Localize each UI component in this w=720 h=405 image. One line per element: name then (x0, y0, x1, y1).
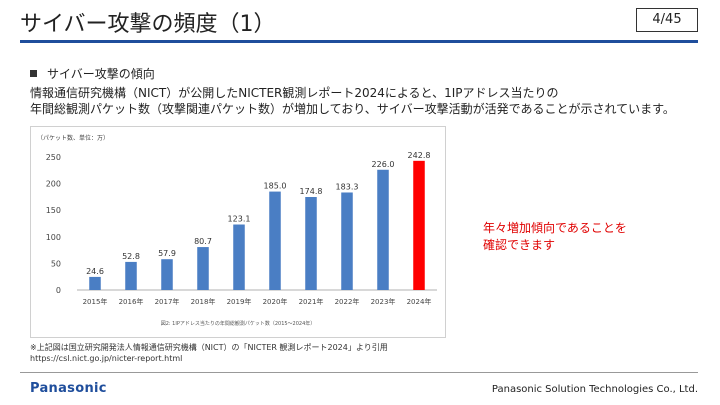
callout-line-1: 年々増加傾向であることを (483, 221, 627, 235)
slide-title: サイバー攻撃の頻度（1） (20, 12, 276, 37)
y-axis: 0 50 100 150 200 250 (46, 153, 61, 295)
x-tick-label: 2017年 (155, 297, 180, 306)
section-heading: サイバー攻撃の傾向 (30, 65, 155, 82)
callout-line-2: 確認できます (483, 238, 556, 252)
bar-value-label: 52.8 (122, 252, 140, 261)
x-tick-label: 2022年 (335, 297, 360, 306)
bar-value-label: 174.8 (300, 187, 323, 196)
bar (233, 224, 245, 290)
x-tick-label: 2024年 (407, 297, 432, 306)
bar (161, 259, 173, 290)
bar-value-label: 242.8 (408, 151, 431, 160)
source-line-1: ※上記図は国立研究開発法人情報通信研究機構（NICT）の「NICTER 観測レポ… (30, 343, 388, 352)
x-tick-label: 2015年 (83, 297, 108, 306)
chart-caption: 図2: 1IPアドレス当たりの年間総観測パケット数（2015〜2024年） (161, 320, 316, 327)
bar-value-label: 80.7 (194, 237, 212, 246)
bars: 24.6 2015年 52.8 2016年 57.9 2017年 80.7 2018年 123.… (83, 151, 432, 306)
bar-value-label: 183.3 (336, 182, 359, 191)
y-tick-label: 200 (46, 180, 61, 189)
bar-value-label: 226.0 (372, 160, 395, 169)
bar (197, 247, 209, 290)
company-name: Panasonic Solution Technologies Co., Ltd… (491, 384, 698, 395)
title-divider (20, 40, 698, 43)
section-heading-text: サイバー攻撃の傾向 (47, 67, 155, 81)
bar (305, 197, 317, 290)
y-tick-label: 100 (46, 233, 61, 242)
bar (269, 191, 281, 290)
x-tick-label: 2016年 (119, 297, 144, 306)
panasonic-logo: Panasonic (30, 381, 107, 396)
source-note: ※上記図は国立研究開発法人情報通信研究機構（NICT）の「NICTER 観測レポ… (30, 342, 388, 364)
bullet-square-icon (30, 70, 37, 77)
bar (341, 192, 353, 290)
bar-value-label: 24.6 (86, 267, 104, 276)
bar-highlight (413, 160, 425, 290)
x-tick-label: 2019年 (227, 297, 252, 306)
bar-value-label: 185.0 (264, 182, 287, 191)
bar-value-label: 123.1 (228, 215, 251, 224)
callout-text: 年々増加傾向であることを 確認できます (483, 220, 627, 254)
chart-unit-label: （パケット数、単位：万） (37, 134, 109, 142)
x-tick-label: 2023年 (371, 297, 396, 306)
source-link[interactable]: https://csl.nict.go.jp/nicter-report.htm… (30, 354, 183, 363)
y-tick-label: 250 (46, 153, 61, 162)
y-tick-label: 0 (56, 286, 61, 295)
body-text: 情報通信研究機構（NICT）が公開したNICTER観測レポート2024によると、… (30, 85, 690, 117)
x-tick-label: 2020年 (263, 297, 288, 306)
x-tick-label: 2018年 (191, 297, 216, 306)
bar (125, 261, 137, 290)
bar (377, 169, 389, 290)
y-tick-label: 50 (51, 259, 61, 268)
page-number: 4/45 (636, 8, 698, 32)
packet-count-chart: （パケット数、単位：万） 0 50 100 150 200 250 24.6 2015年 52… (30, 126, 446, 338)
y-tick-label: 150 (46, 206, 61, 215)
x-tick-label: 2021年 (299, 297, 324, 306)
bar (89, 276, 101, 290)
body-line-2: 年間総観測パケット数（攻撃関連パケット数）が増加しており、サイバー攻撃活動が活発… (30, 102, 675, 116)
bar-value-label: 57.9 (158, 249, 176, 258)
body-line-1: 情報通信研究機構（NICT）が公開したNICTER観測レポート2024によると、… (30, 86, 559, 100)
footer-divider (20, 372, 698, 373)
chart-svg: （パケット数、単位：万） 0 50 100 150 200 250 24.6 2015年 52… (37, 134, 437, 327)
